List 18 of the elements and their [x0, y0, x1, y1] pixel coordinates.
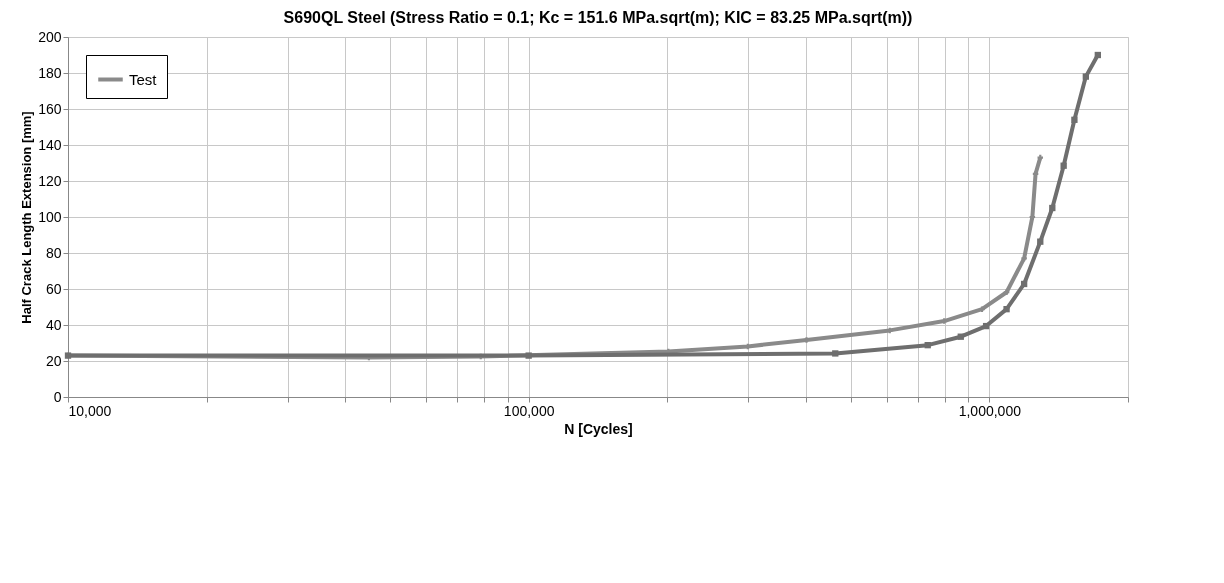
legend-label: Test [129, 70, 158, 88]
y-tick-label: 120 [38, 172, 62, 189]
y-tick-label: 60 [45, 280, 62, 297]
y-tick-label: 200 [38, 28, 62, 45]
y-tick-label: 20 [45, 352, 62, 369]
y-axis-title: Half Crack Length Extension [mm] [19, 111, 35, 324]
y-tick-label: 160 [38, 100, 62, 117]
y-tick-label: 0 [53, 388, 62, 405]
chart-title: S690QL Steel (Stress Ratio = 0.1; Kc = 151.6 MPa.sqrt(m); KIC = 83.25 MPa.sqrt(m)) [283, 9, 913, 26]
x-tick-label: 100,000 [503, 402, 555, 419]
x-tick-label: 1,000,000 [958, 402, 1022, 419]
y-tick-label: 180 [38, 64, 62, 81]
y-tick-label: 80 [45, 244, 62, 261]
x-tick-label: 10,000 [68, 402, 112, 419]
y-tick-label: 140 [38, 136, 62, 153]
x-axis-title: N [Cycles] [564, 420, 633, 437]
y-tick-label: 40 [45, 316, 62, 333]
y-tick-label: 100 [38, 208, 62, 225]
